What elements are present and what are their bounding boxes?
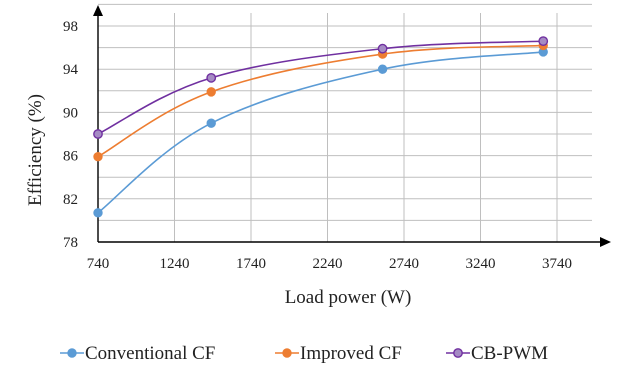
y-tick-label: 78 — [63, 235, 78, 251]
legend-item-cb-pwm: CB-PWM — [446, 343, 548, 364]
legend-item-improved-cf: Improved CF — [275, 343, 402, 364]
legend-label: CB-PWM — [471, 343, 548, 364]
legend: Conventional CF Improved CF CB-PWM — [60, 343, 548, 364]
data-point-cb-pwm — [377, 43, 388, 54]
legend-label: Improved CF — [300, 343, 402, 364]
x-tick-label: 3240 — [466, 256, 496, 272]
data-point-cb-pwm — [93, 129, 103, 139]
series-lines — [97, 40, 544, 214]
axes — [93, 5, 611, 247]
data-point-improved-cf — [93, 151, 103, 162]
x-tick-label: 1740 — [236, 256, 266, 272]
data-point-cb-pwm — [206, 72, 217, 83]
data-point-conventional-cf — [206, 118, 216, 128]
series-line-improved-cf — [97, 44, 544, 158]
legend-item-conventional-cf: Conventional CF — [60, 343, 215, 364]
data-point-cb-pwm — [538, 36, 549, 47]
x-tick-label: 3740 — [542, 256, 572, 272]
series-line-conventional-cf — [97, 51, 544, 214]
series-points — [93, 36, 549, 218]
x-tick-label: 1240 — [160, 256, 190, 272]
y-tick-label: 98 — [63, 19, 78, 35]
x-axis-label: Load power (W) — [285, 287, 412, 308]
y-tick-labels: 78 82 86 90 94 98 — [63, 19, 79, 251]
series-line-cb-pwm — [97, 40, 544, 135]
x-tick-label: 2240 — [313, 256, 343, 272]
x-axis-arrow — [600, 237, 611, 247]
data-point-conventional-cf — [93, 208, 103, 218]
y-axis-label: Efficiency (%) — [25, 94, 46, 206]
legend-swatch-marker — [453, 348, 463, 358]
x-tick-labels: 740 1240 1740 2240 2740 3240 3740 — [87, 256, 572, 272]
y-tick-label: 94 — [63, 62, 79, 78]
data-point-improved-cf — [206, 87, 216, 97]
legend-swatch-marker — [282, 348, 292, 358]
x-tick-label: 2740 — [389, 256, 419, 272]
grid — [98, 3, 592, 242]
legend-swatch-marker — [67, 348, 77, 358]
data-point-conventional-cf — [377, 64, 388, 74]
y-tick-label: 86 — [63, 149, 79, 165]
y-tick-label: 82 — [63, 192, 78, 208]
legend-label: Conventional CF — [85, 343, 215, 364]
x-tick-label: 740 — [87, 256, 110, 272]
y-axis-arrow — [93, 5, 103, 16]
y-tick-label: 90 — [63, 105, 78, 121]
